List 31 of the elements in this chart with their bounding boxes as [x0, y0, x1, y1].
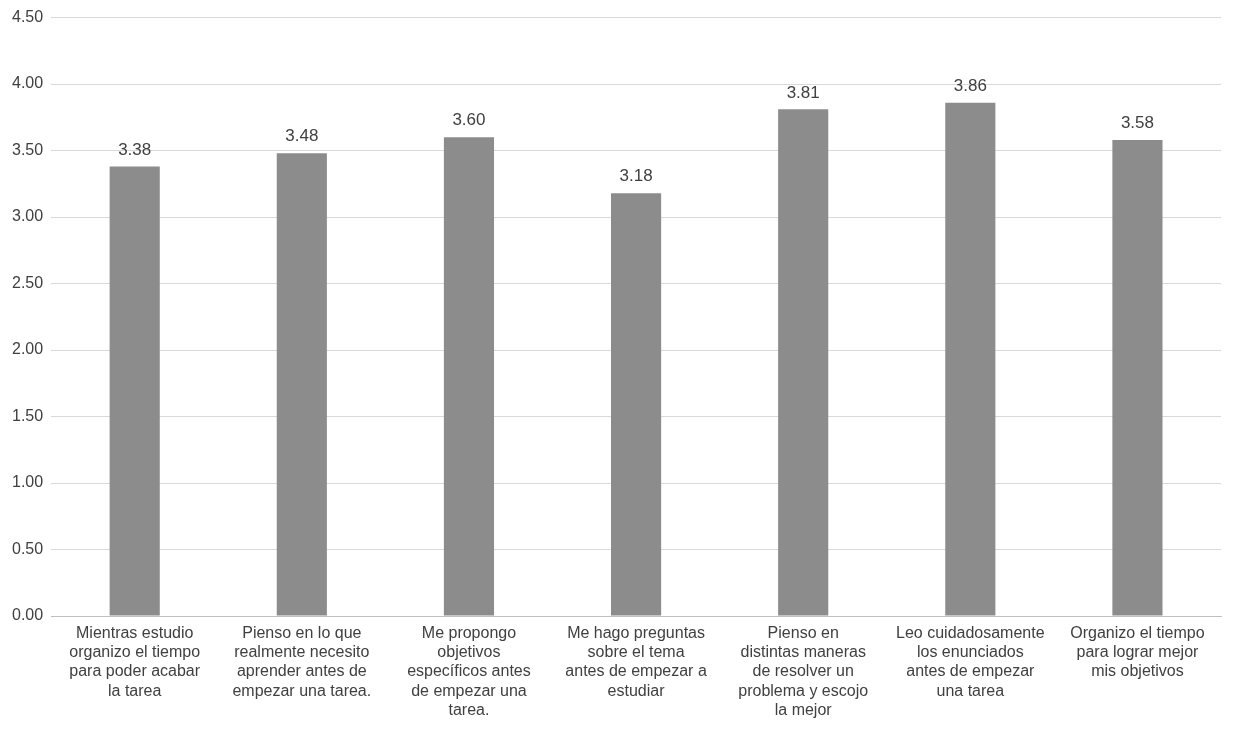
x-tick-label: Pienso en lo que realmente necesito aprender antes de empezar una tarea.	[232, 624, 372, 699]
x-tick-label: Organizo el tiempo para lograr mejor mis objetivos	[1070, 624, 1205, 680]
data-label: 3.86	[953, 75, 987, 95]
y-tick-label: 2.50	[12, 273, 44, 291]
bar	[611, 193, 662, 616]
y-tick-label: 3.00	[12, 207, 44, 225]
bar	[109, 166, 160, 616]
data-label: 3.18	[619, 166, 653, 186]
y-tick-label: 0.50	[12, 539, 44, 557]
y-tick-label: 1.50	[12, 406, 44, 424]
data-label: 3.60	[452, 110, 486, 130]
x-tick-label: Pienso en distintas maneras de resolver un problema y escojo la mejor	[738, 624, 869, 718]
x-tick-label: Leo cuidadosamente los enunciados antes de empezar una tarea	[896, 624, 1045, 699]
y-tick-label: 4.50	[12, 8, 44, 26]
bar	[778, 109, 829, 616]
x-tick-label: Me propongo objetivos específicos antes de empezar una tarea.	[407, 624, 531, 718]
bar	[1112, 139, 1163, 616]
data-label: 3.81	[786, 82, 820, 102]
data-label: 3.38	[118, 139, 152, 159]
data-label: 3.48	[285, 126, 319, 146]
y-tick-label: 2.00	[12, 340, 44, 358]
x-tick-label: Me hago preguntas sobre el tema antes de empezar a estudiar	[565, 624, 707, 699]
y-tick-label: 0.00	[12, 606, 44, 624]
y-tick-label: 3.50	[12, 140, 44, 158]
x-tick-label: Mientras estudio organizo el tiempo para poder acabar la tarea	[69, 624, 201, 699]
bar	[945, 102, 996, 616]
data-label: 3.58	[1120, 113, 1154, 133]
bar	[276, 153, 327, 616]
y-tick-label: 1.00	[12, 473, 44, 491]
y-tick-label: 4.00	[12, 74, 44, 92]
bar	[443, 137, 495, 616]
